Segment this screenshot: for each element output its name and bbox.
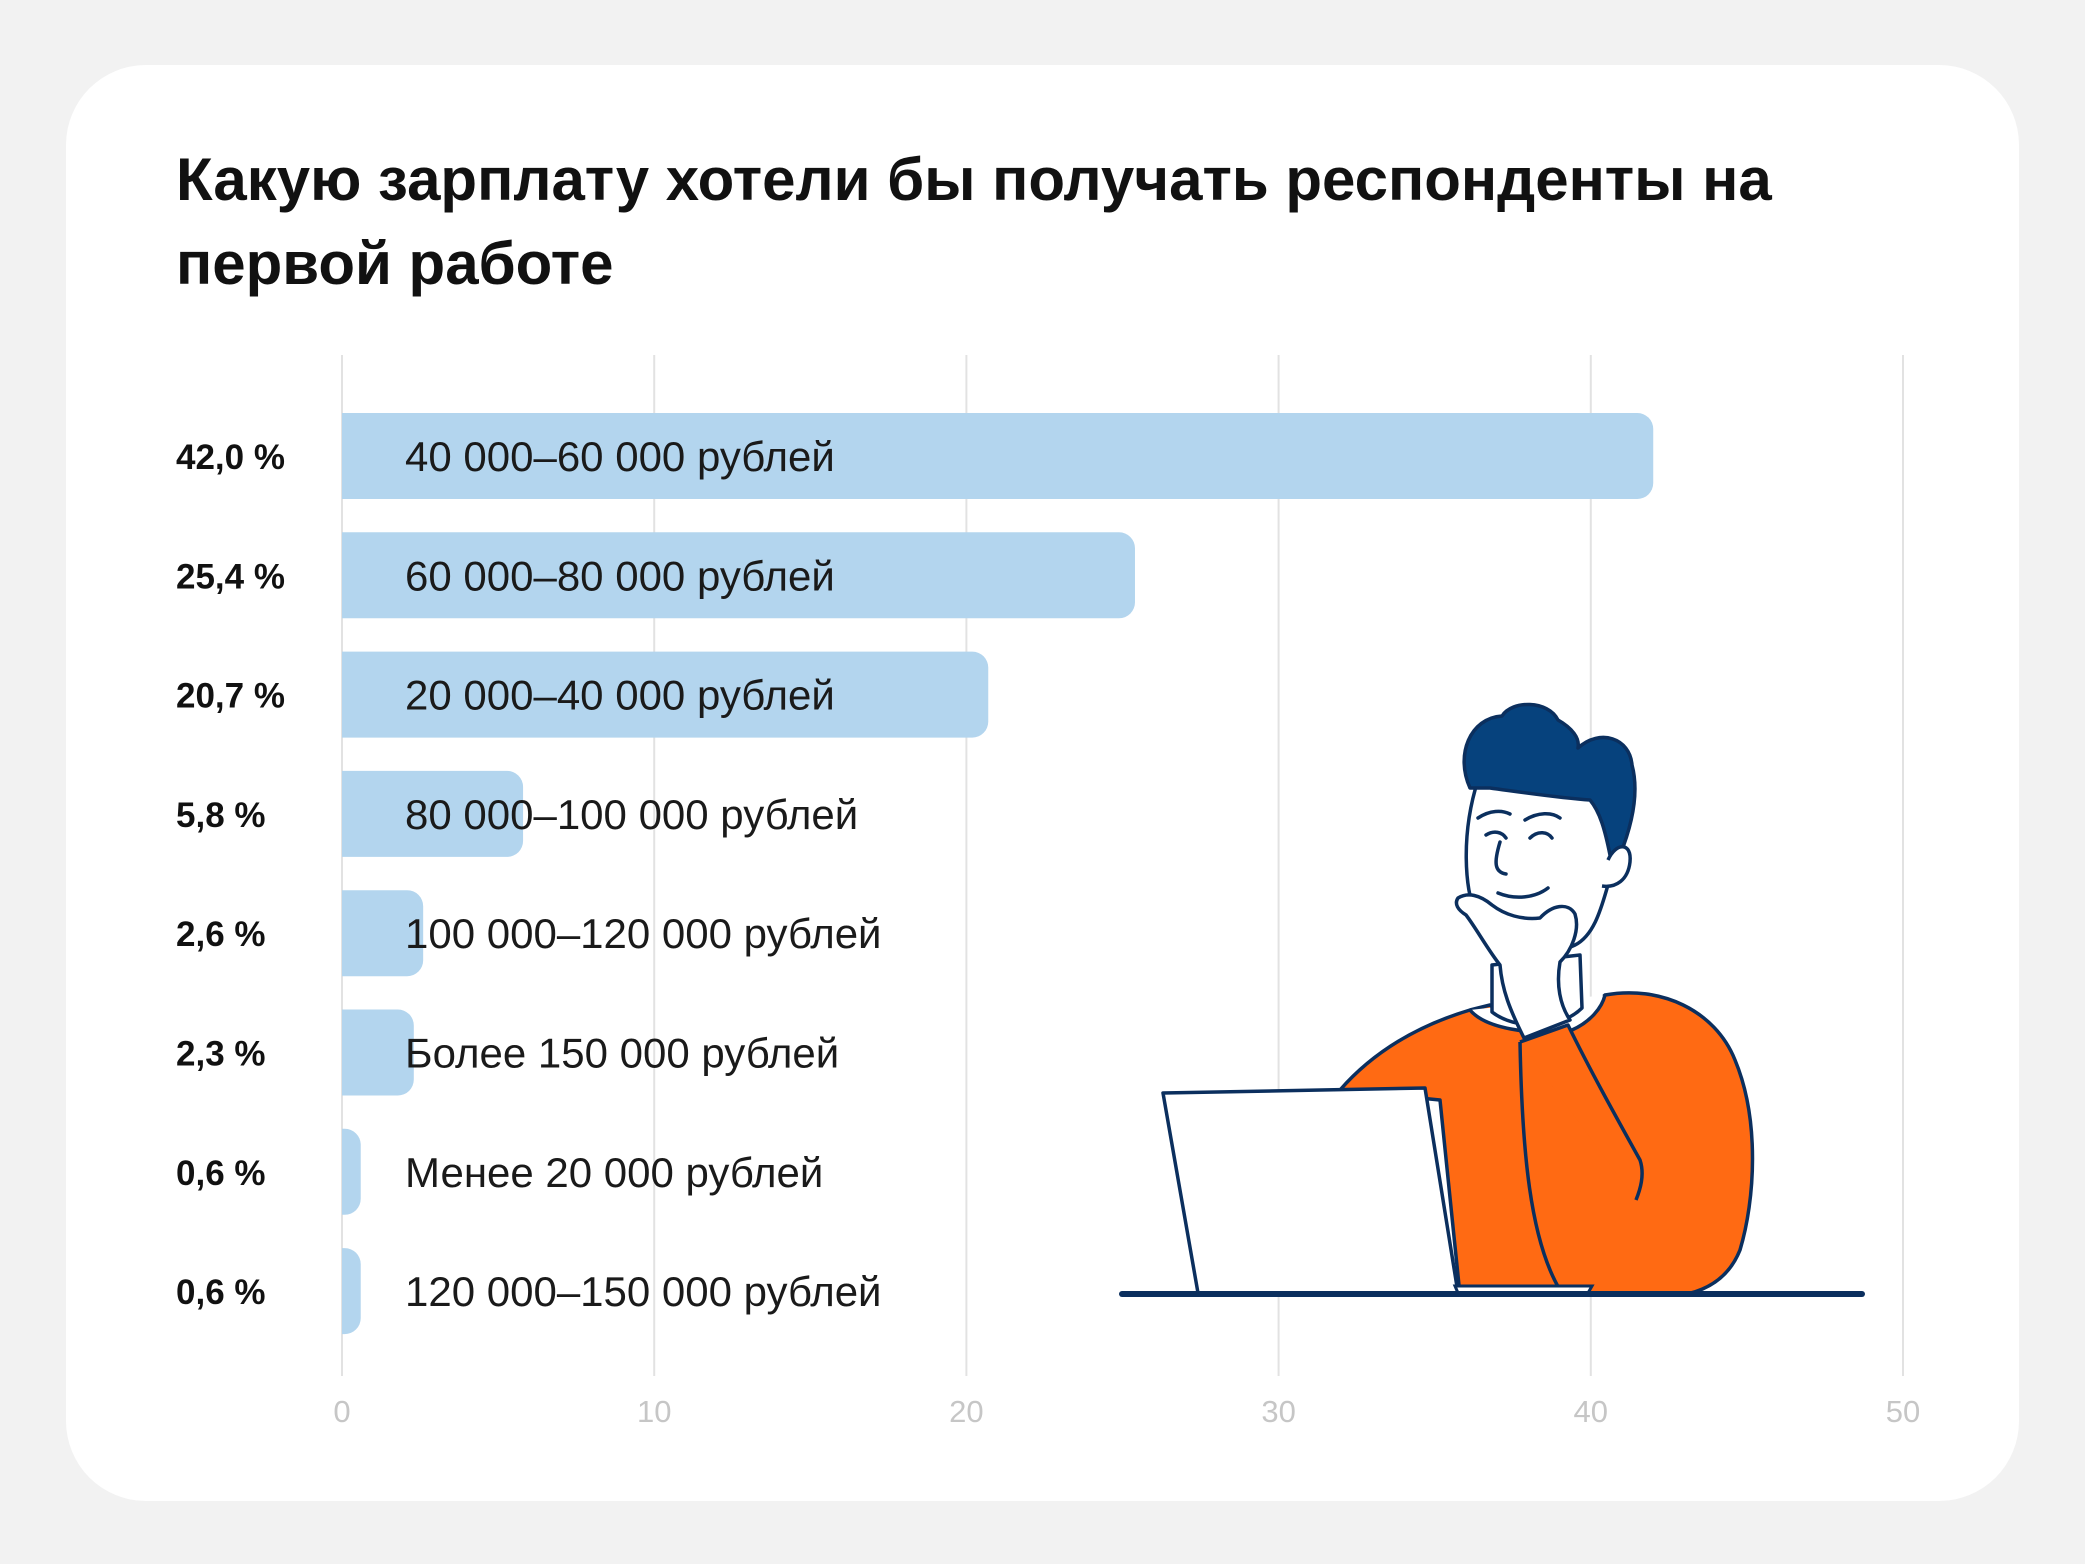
category-label: 40 000–60 000 рублей <box>405 433 835 480</box>
category-label: Менее 20 000 рублей <box>405 1149 823 1196</box>
category-label: 80 000–100 000 рублей <box>405 791 858 838</box>
bars <box>342 413 1654 1335</box>
category-label: 100 000–120 000 рублей <box>405 910 882 957</box>
bar <box>342 1009 414 1096</box>
bar <box>342 532 1135 619</box>
shirt-shape <box>1338 991 1755 1297</box>
x-tick-label: 50 <box>1886 1394 1920 1429</box>
bar <box>342 413 1654 499</box>
left-brow <box>1476 809 1512 820</box>
bar <box>342 1248 361 1335</box>
category-label: 120 000–150 000 рублей <box>405 1268 882 1315</box>
bar-value-label: 25,4 % <box>176 557 285 596</box>
bar-value-label: 2,6 % <box>176 915 266 954</box>
category-label: Более 150 000 рублей <box>405 1030 839 1077</box>
arm-shape <box>1519 1023 1644 1201</box>
x-tick-label: 40 <box>1574 1394 1608 1429</box>
x-tick-label: 20 <box>949 1394 983 1429</box>
hair-shape <box>1462 702 1637 857</box>
labels: 0 10 20 30 40 50 42,0 % 40 000–60 000 рублей 25,… <box>176 433 1920 1429</box>
bar-value-label: 42,0 % <box>176 438 285 477</box>
thinking-man-illustration <box>1119 702 1865 1297</box>
bar <box>342 1128 361 1215</box>
category-label: 60 000–80 000 рублей <box>405 552 835 599</box>
chart-title: Какую зарплату хотели бы получать респон… <box>176 146 1772 297</box>
bar <box>342 890 424 977</box>
bar <box>342 770 524 857</box>
mouth <box>1496 886 1550 899</box>
elbow-line <box>1518 1041 1562 1291</box>
x-tick-label: 0 <box>333 1394 350 1429</box>
laptop-screen <box>1161 1086 1460 1295</box>
hand-shape <box>1454 893 1579 1040</box>
x-tick-label: 30 <box>1261 1394 1295 1429</box>
bar-value-label: 2,3 % <box>176 1035 266 1074</box>
right-brow <box>1523 812 1562 822</box>
right-eye <box>1528 831 1554 840</box>
category-label: 20 000–40 000 рублей <box>405 672 835 719</box>
bar <box>342 651 989 738</box>
nose <box>1494 840 1508 876</box>
left-eye <box>1484 830 1508 840</box>
bar-value-label: 0,6 % <box>176 1154 266 1193</box>
bar-value-label: 0,6 % <box>176 1273 266 1312</box>
x-tick-label: 10 <box>637 1394 671 1429</box>
ear-shape <box>1601 845 1632 889</box>
bar-value-label: 5,8 % <box>176 796 266 835</box>
bar-value-label: 20,7 % <box>176 677 285 716</box>
